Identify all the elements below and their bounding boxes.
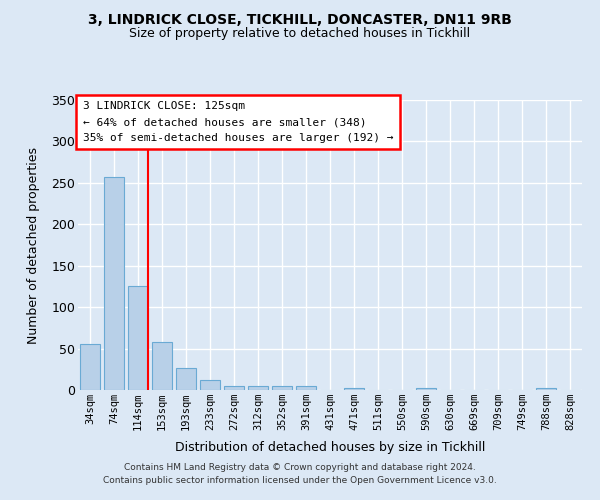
Text: Size of property relative to detached houses in Tickhill: Size of property relative to detached ho…	[130, 28, 470, 40]
Bar	[80, 344, 100, 390]
Bar	[272, 386, 292, 390]
Bar	[536, 388, 556, 390]
Text: Contains HM Land Registry data © Crown copyright and database right 2024.: Contains HM Land Registry data © Crown c…	[124, 464, 476, 472]
Bar	[416, 388, 436, 390]
Bar	[224, 386, 244, 390]
Text: 3 LINDRICK CLOSE: 125sqm
← 64% of detached houses are smaller (348)
35% of semi-: 3 LINDRICK CLOSE: 125sqm ← 64% of detach…	[83, 102, 394, 142]
Bar	[176, 368, 196, 390]
Bar	[344, 388, 364, 390]
Bar	[200, 380, 220, 390]
Bar	[152, 342, 172, 390]
Y-axis label: Number of detached properties: Number of detached properties	[27, 146, 40, 344]
Bar	[248, 386, 268, 390]
X-axis label: Distribution of detached houses by size in Tickhill: Distribution of detached houses by size …	[175, 442, 485, 454]
Text: 3, LINDRICK CLOSE, TICKHILL, DONCASTER, DN11 9RB: 3, LINDRICK CLOSE, TICKHILL, DONCASTER, …	[88, 12, 512, 26]
Bar	[128, 286, 148, 390]
Bar	[296, 386, 316, 390]
Bar	[104, 177, 124, 390]
Text: Contains public sector information licensed under the Open Government Licence v3: Contains public sector information licen…	[103, 476, 497, 485]
